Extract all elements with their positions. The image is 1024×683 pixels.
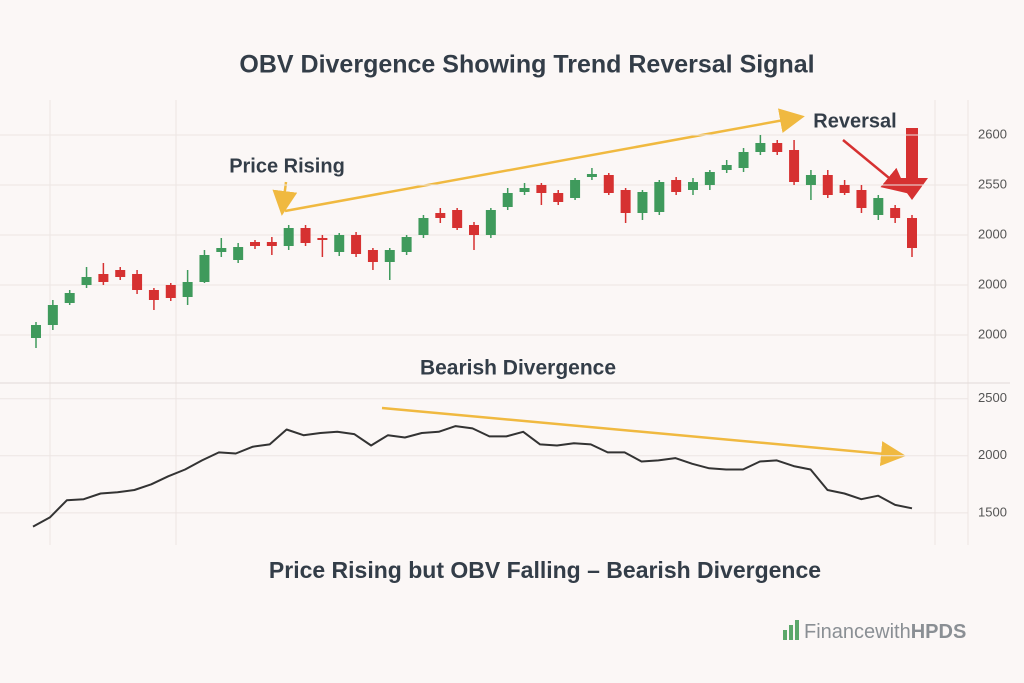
candle-body (856, 190, 867, 208)
annotation: Reversal (813, 110, 896, 132)
watermark: FinancewithHPDS (804, 621, 966, 643)
candle-body (64, 293, 75, 303)
candle-body (789, 150, 800, 182)
candle-body (418, 218, 429, 235)
candle-body (469, 225, 479, 235)
candle-body (250, 242, 260, 246)
candle-body (620, 190, 631, 213)
candle-body (47, 305, 58, 325)
candle-body (98, 274, 109, 282)
logo: FinancewithHPDS (783, 620, 966, 643)
candle-body (637, 192, 648, 213)
candle-body (805, 175, 816, 185)
candle-body (334, 235, 345, 252)
y-tick-label: 2000 (978, 326, 1007, 341)
candle-body (132, 274, 143, 290)
candle-body (654, 182, 665, 212)
watermark-part: HPDS (911, 621, 967, 643)
candle-body (485, 210, 496, 235)
candle-body (721, 165, 732, 170)
trend-arrow (284, 108, 805, 213)
candle-body (839, 185, 850, 193)
logo-bar (783, 630, 787, 640)
candle-body (873, 198, 884, 215)
candle-body (115, 270, 126, 277)
candle-body (31, 325, 41, 338)
y-tick-label: 2550 (978, 176, 1007, 191)
reversal-arrow (896, 128, 928, 200)
y-tick-label: 1500 (978, 504, 1007, 519)
y-tick-label: 2500 (978, 390, 1007, 405)
logo-bar (789, 625, 793, 640)
candle-body (199, 255, 210, 282)
trend-arrow (381, 406, 906, 467)
y-tick-label: 2000 (978, 276, 1007, 291)
annotation-arrow (272, 181, 298, 216)
candle-body (671, 180, 682, 192)
candle-body (81, 277, 92, 285)
candle-body (233, 247, 244, 260)
candle-body (401, 237, 412, 252)
candle-body (300, 228, 311, 243)
candle-body (216, 248, 227, 252)
candle-body (688, 182, 698, 190)
candle-body (435, 213, 446, 218)
obv-line (32, 425, 913, 528)
candle-body (502, 193, 513, 207)
candle-body (570, 180, 581, 198)
annotation: Price Rising (229, 155, 345, 177)
chart-title: OBV Divergence Showing Trend Reversal Si… (239, 51, 814, 79)
candle-body (367, 250, 378, 262)
y-tick-label: 2600 (978, 126, 1007, 141)
candle-body (553, 193, 564, 202)
candle-body (182, 282, 193, 297)
candle-body (452, 210, 463, 228)
y-tick-label: 2000 (978, 226, 1007, 241)
candle-body (351, 235, 362, 254)
candle-body (519, 188, 530, 192)
annotation: Bearish Divergence (420, 357, 616, 380)
annotation-arrow (842, 139, 908, 194)
logo-bar (795, 620, 799, 640)
candle-body (738, 152, 749, 168)
candle-body (755, 143, 766, 152)
candle-body (165, 285, 176, 298)
candle-body (283, 228, 294, 246)
candle-body (266, 242, 277, 246)
candle-body (384, 250, 395, 262)
candle-body (317, 238, 328, 240)
watermark-part: Financewith (804, 621, 911, 643)
candle-body (148, 290, 159, 300)
candle-body (772, 143, 783, 152)
candle-body (603, 175, 614, 193)
y-tick-label: 2000 (978, 447, 1007, 462)
candle-body (907, 218, 917, 248)
candle-body (890, 208, 901, 218)
candle-body (586, 174, 597, 177)
candle-body (704, 172, 715, 185)
caption: Price Rising but OBV Falling – Bearish D… (269, 557, 821, 583)
candle-body (536, 185, 547, 193)
candle-body (822, 175, 833, 195)
